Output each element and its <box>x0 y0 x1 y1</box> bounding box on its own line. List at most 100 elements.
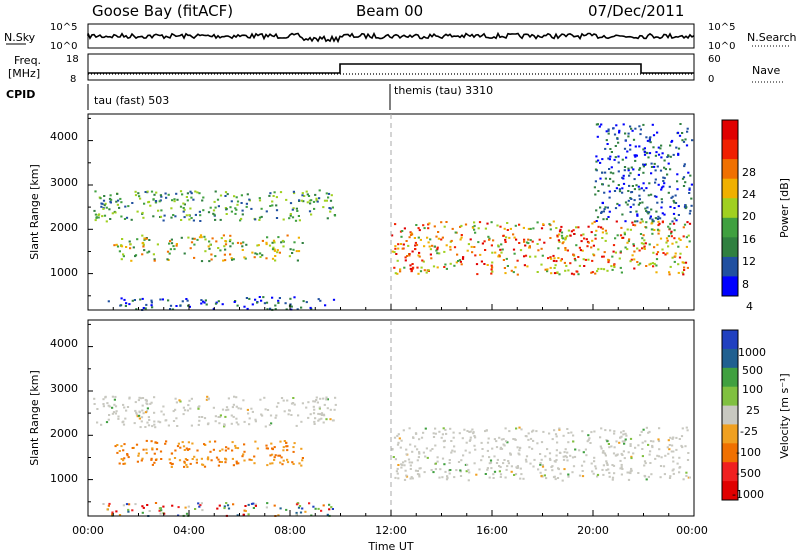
heatmap-cell <box>151 425 154 428</box>
heatmap-cell <box>204 299 207 302</box>
heatmap-cell <box>649 215 652 218</box>
heatmap-cell <box>270 442 273 445</box>
heatmap-cell <box>163 214 166 217</box>
heatmap-cell <box>247 412 250 415</box>
heatmap-cell <box>645 210 648 212</box>
heatmap-cell <box>624 220 627 223</box>
heatmap-cell <box>103 214 107 217</box>
heatmap-cell <box>666 446 669 449</box>
heatmap-cell <box>491 270 494 273</box>
heatmap-cell <box>415 224 418 226</box>
heatmap-cell <box>260 299 263 302</box>
heatmap-cell <box>599 445 602 448</box>
heatmap-cell <box>623 442 626 445</box>
heatmap-cell <box>624 132 627 135</box>
heatmap-cell <box>612 250 615 253</box>
heatmap-cell <box>245 205 248 208</box>
heatmap-cell <box>659 465 663 467</box>
heatmap-cell <box>305 190 308 193</box>
heatmap-cell <box>540 441 544 444</box>
heatmap-cell <box>268 423 271 426</box>
heatmap-cell <box>563 261 566 264</box>
heatmap-cell <box>308 210 312 213</box>
heatmap-cell <box>412 437 415 439</box>
heatmap-cell <box>675 436 678 439</box>
heatmap-cell <box>182 445 186 448</box>
heatmap-cell <box>423 269 426 272</box>
heatmap-cell <box>133 299 136 301</box>
heatmap-cell <box>117 417 120 420</box>
heatmap-cell <box>596 475 599 478</box>
heatmap-cell <box>170 242 174 245</box>
heatmap-cell <box>505 257 508 260</box>
heatmap-cell <box>183 216 186 219</box>
heatmap-cell <box>444 263 447 266</box>
heatmap-cell <box>586 245 589 248</box>
time-axis: 00:00 04:00 08:00 12:00 16:00 20:00 00:0… <box>72 524 708 537</box>
heatmap-cell <box>563 468 566 471</box>
heatmap-cell <box>394 458 397 461</box>
heatmap-cell <box>639 434 642 437</box>
heatmap-cell <box>656 165 659 168</box>
heatmap-cell <box>424 427 427 430</box>
heatmap-cell <box>221 448 224 451</box>
heatmap-cell <box>657 440 661 443</box>
heatmap-cell <box>594 168 598 171</box>
heatmap-cell <box>486 441 490 444</box>
heatmap-cell <box>553 460 556 463</box>
heatmap-cell <box>409 231 412 234</box>
heatmap-cell <box>548 223 551 226</box>
heatmap-cell <box>145 452 148 455</box>
heatmap-cell <box>192 198 195 201</box>
heatmap-cell <box>213 213 216 216</box>
power-colorbar-swatch <box>722 198 738 219</box>
heatmap-cell <box>528 245 531 248</box>
heatmap-cell <box>231 457 234 460</box>
heatmap-cell <box>396 467 399 470</box>
heatmap-cell <box>185 196 188 198</box>
heatmap-cell <box>455 261 458 264</box>
heatmap-cell <box>286 461 290 464</box>
heatmap-cell <box>460 459 463 462</box>
heatmap-cell <box>233 195 236 198</box>
heatmap-cell <box>283 410 286 413</box>
heatmap-cell <box>162 405 165 408</box>
heatmap-cell <box>567 269 570 272</box>
heatmap-cell <box>686 127 689 130</box>
heatmap-cell <box>266 308 269 311</box>
velocity-colorbar-swatch <box>722 330 738 350</box>
xtick-1600: 16:00 <box>476 524 508 537</box>
power-colorbar-swatch <box>722 256 738 277</box>
heatmap-cell <box>649 217 652 220</box>
heatmap-cell <box>500 438 503 441</box>
heatmap-cell <box>612 180 615 183</box>
heatmap-cell <box>225 446 228 449</box>
heatmap-cell <box>672 472 675 475</box>
heatmap-cell <box>418 467 421 470</box>
heatmap-cell <box>678 237 681 240</box>
heatmap-cell <box>277 299 280 302</box>
heatmap-cell <box>104 395 107 398</box>
heatmap-cell <box>169 304 173 307</box>
heatmap-cell <box>425 271 428 274</box>
heatmap-cell <box>679 252 682 255</box>
heatmap-cell <box>417 236 420 239</box>
heatmap-cell <box>674 252 677 255</box>
heatmap-cell <box>159 512 162 515</box>
heatmap-cell <box>522 477 525 480</box>
heatmap-cell <box>298 199 301 202</box>
velocity-colorbar-swatch <box>722 386 738 407</box>
heatmap-cell <box>241 209 244 212</box>
heatmap-cell <box>619 234 623 237</box>
heatmap-cell <box>296 308 299 311</box>
heatmap-cell <box>441 476 444 479</box>
heatmap-cell <box>536 221 539 224</box>
heatmap-cell <box>297 250 301 253</box>
heatmap-cell <box>260 215 263 218</box>
heatmap-cell <box>258 197 261 200</box>
heatmap-cell <box>423 227 426 230</box>
heatmap-cell <box>94 219 97 222</box>
heatmap-cell <box>283 440 286 442</box>
heatmap-cell <box>275 196 278 199</box>
heatmap-cell <box>514 266 517 269</box>
